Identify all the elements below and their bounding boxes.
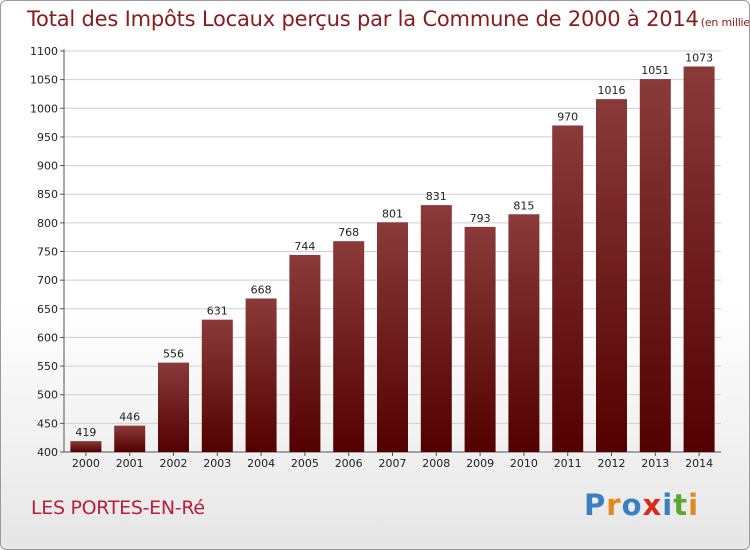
chart-title-unit: (en milliers d'€) xyxy=(700,16,750,29)
data-label: 419 xyxy=(75,426,96,439)
data-label: 1016 xyxy=(598,84,626,97)
logo-letter: i xyxy=(662,488,674,522)
bar xyxy=(508,214,540,452)
x-tick-label: 2008 xyxy=(422,457,450,470)
x-tick-label: 2005 xyxy=(291,457,319,470)
y-tick-label: 1100 xyxy=(30,45,58,58)
x-tick-label: 2001 xyxy=(116,457,144,470)
y-tick-label: 450 xyxy=(37,417,58,430)
x-tick-label: 2009 xyxy=(466,457,494,470)
data-label: 768 xyxy=(338,226,359,239)
y-tick-label: 900 xyxy=(37,160,58,173)
bar xyxy=(201,319,233,452)
bar xyxy=(552,125,584,452)
data-label: 815 xyxy=(513,199,534,212)
x-tick-label: 2014 xyxy=(685,457,713,470)
bar xyxy=(245,298,277,452)
bar xyxy=(70,441,102,452)
bar xyxy=(464,226,496,452)
bar xyxy=(377,222,408,452)
data-label: 556 xyxy=(163,348,184,361)
x-tick-label: 2002 xyxy=(160,457,188,470)
bar xyxy=(289,254,321,452)
chart-title: Total des Impôts Locaux perçus par la Co… xyxy=(27,7,750,31)
logo-letter: i xyxy=(688,488,700,522)
data-label: 446 xyxy=(119,411,140,424)
y-tick-label: 650 xyxy=(37,303,58,316)
proxiti-logo: Proxiti xyxy=(584,488,699,522)
x-tick-label: 2007 xyxy=(379,457,407,470)
logo-letter: x xyxy=(642,488,663,522)
y-tick-label: 1050 xyxy=(30,74,58,87)
data-label: 831 xyxy=(426,190,447,203)
x-tick-label: 2013 xyxy=(641,457,669,470)
y-tick-label: 950 xyxy=(37,131,58,144)
x-tick-label: 2011 xyxy=(554,457,582,470)
y-tick-label: 750 xyxy=(37,246,58,259)
data-label: 1051 xyxy=(641,64,669,77)
x-tick-label: 2000 xyxy=(72,457,100,470)
x-tick-label: 2012 xyxy=(598,457,626,470)
bar xyxy=(420,205,452,452)
y-tick-label: 800 xyxy=(37,217,58,230)
y-tick-label: 550 xyxy=(37,360,58,373)
x-tick-label: 2006 xyxy=(335,457,363,470)
bar xyxy=(158,362,189,452)
data-labels: 419 446 556 631 668 744 768 801 831 793 815 970 1016… xyxy=(75,51,713,439)
y-tick-label: 500 xyxy=(37,389,58,402)
data-label: 793 xyxy=(470,212,491,225)
x-tick-labels: 2000 2001 2002 2003 2004 2005 2006 2007 2008 2009… xyxy=(72,452,713,470)
y-tick-label: 600 xyxy=(37,331,58,344)
commune-name: LES PORTES-EN-Ré xyxy=(31,497,205,519)
data-label: 801 xyxy=(382,207,403,220)
logo-letter: o xyxy=(621,488,643,522)
y-tick-label: 850 xyxy=(37,188,58,201)
bar xyxy=(596,99,627,453)
data-label: 970 xyxy=(557,110,578,123)
y-tick-label: 400 xyxy=(37,446,58,459)
chart-title-text: Total des Impôts Locaux perçus par la Co… xyxy=(27,7,699,31)
logo-letter: P xyxy=(584,488,607,522)
bar xyxy=(639,79,671,452)
x-tick-label: 2004 xyxy=(247,457,275,470)
bar xyxy=(333,241,365,452)
logo-letter: r xyxy=(606,488,622,522)
bars xyxy=(70,66,715,453)
x-tick-label: 2003 xyxy=(203,457,231,470)
bar xyxy=(683,66,715,453)
bar xyxy=(114,425,146,452)
logo-letter: t xyxy=(673,488,689,522)
y-tick-labels: 400 450 500 550 600 650 700 750 800 850 900 950 1000… xyxy=(30,45,58,459)
x-tick-label: 2010 xyxy=(510,457,538,470)
data-label: 631 xyxy=(207,305,228,318)
data-label: 1073 xyxy=(685,51,713,64)
data-label: 668 xyxy=(251,283,272,296)
y-tick-label: 1000 xyxy=(30,102,58,115)
y-tick-label: 700 xyxy=(37,274,58,287)
data-label: 744 xyxy=(294,240,315,253)
